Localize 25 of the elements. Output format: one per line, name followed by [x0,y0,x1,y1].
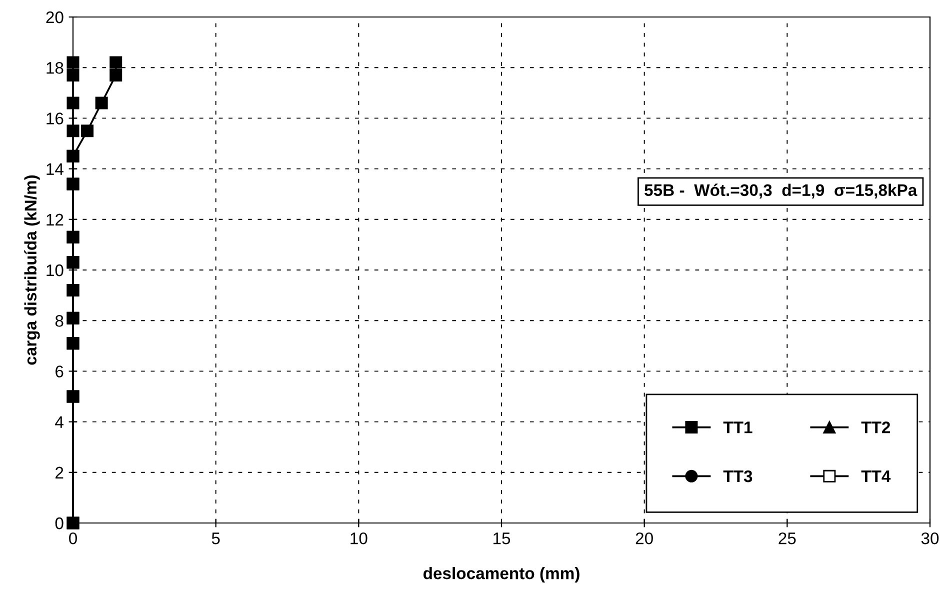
legend-label: TT2 [861,422,890,434]
x-tick-label: 20 [636,532,653,544]
y-tick-label: 10 [46,264,64,276]
y-tick-label: 2 [56,466,64,478]
y-tick-label: 4 [55,416,64,428]
y-tick-label: 14 [46,163,64,175]
y-tick-label: 8 [55,315,64,327]
legend-label: TT3 [723,470,752,482]
x-tick-label: 0 [69,532,77,544]
y-tick-label: 0 [55,517,64,530]
y-tick-label: 12 [46,214,64,226]
x-tick-label: 15 [494,532,510,544]
y-tick-label: 16 [46,112,64,124]
legend-label: TT1 [723,422,752,434]
x-tick-label: 10 [350,532,368,544]
x-tick-label: 30 [921,532,939,544]
y-tick-label: 6 [56,366,64,378]
y-tick-label: 20 [46,11,64,24]
legend-label: TT4 [861,470,891,482]
y-tick-label: 18 [46,62,64,74]
y-axis-title: carga distribuída (kN/m) [24,175,40,365]
annotation: 55B - Wót.=30,3 d=1,9 σ=15,8kPa [644,184,918,198]
x-axis-title: deslocamento (mm) [423,567,580,583]
x-tick-label: 25 [778,532,796,544]
x-tick-label: 5 [212,532,220,544]
